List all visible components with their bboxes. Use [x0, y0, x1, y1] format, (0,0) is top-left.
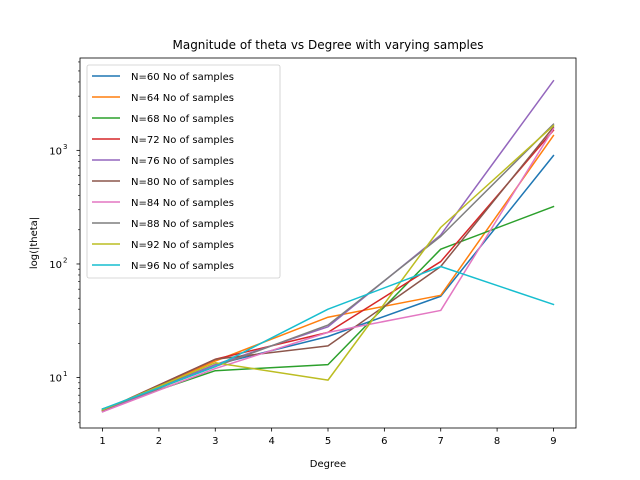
series-line-10 [101, 265, 555, 410]
legend-label: N=68 No of samples [131, 114, 234, 125]
y-tick-exponent: 3 [63, 143, 67, 151]
y-tick-base: 10 [49, 374, 62, 385]
chart-title: Magnitude of theta vs Degree with varyin… [172, 38, 483, 52]
x-tick-label: 6 [381, 436, 387, 447]
y-tick-label: 10 [49, 146, 62, 157]
legend-label: N=60 No of samples [131, 72, 234, 83]
x-tick-label: 1 [99, 436, 105, 447]
x-tick-label: 4 [268, 436, 274, 447]
y-tick-label: 10 [49, 260, 62, 271]
x-tick-label: 3 [212, 436, 218, 447]
legend-label: N=72 No of samples [131, 135, 234, 146]
series-line-9 [101, 124, 555, 411]
legend-label: N=84 No of samples [131, 198, 234, 209]
legend: N=60 No of samples N=64 No of samples N=68… [86, 64, 281, 279]
x-tick-label: 8 [494, 436, 500, 447]
y-tick-base: 10 [49, 146, 62, 157]
x-tick-label: 2 [156, 436, 162, 447]
x-axis-label: Degree [310, 459, 346, 470]
x-axis: 1 2 3 4 5 6 7 8 9 [99, 428, 557, 447]
legend-label: N=96 No of samples [131, 261, 234, 272]
y-axis-label: log(|theta| [29, 217, 40, 269]
y-tick-label: 10 [49, 374, 62, 385]
legend-frame [86, 64, 281, 279]
legend-label: N=88 No of samples [131, 219, 234, 230]
x-tick-label: 9 [550, 436, 556, 447]
series-line-2 [101, 134, 555, 412]
series-line-6 [101, 126, 555, 412]
series-line-7 [101, 127, 555, 413]
y-tick-base: 10 [49, 260, 62, 271]
legend-label: N=76 No of samples [131, 156, 234, 167]
y-tick-exponent: 1 [63, 370, 67, 378]
x-tick-label: 5 [325, 436, 331, 447]
legend-label: N=64 No of samples [131, 93, 234, 104]
x-tick-label: 7 [438, 436, 444, 447]
legend-label: N=92 No of samples [131, 240, 234, 251]
y-tick-exponent: 2 [63, 256, 67, 264]
legend-label: N=80 No of samples [131, 177, 234, 188]
plot-area [101, 79, 555, 413]
